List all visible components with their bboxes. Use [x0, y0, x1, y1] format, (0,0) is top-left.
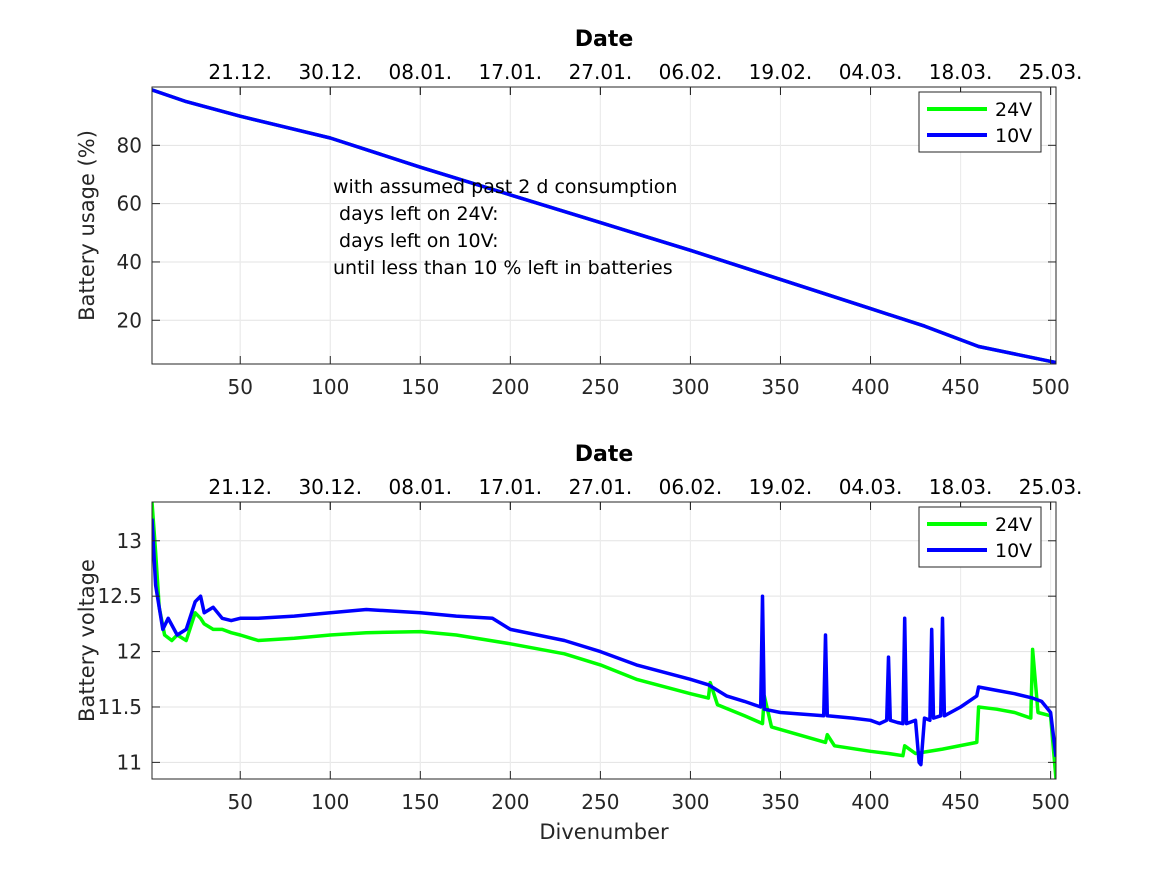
top-tick-label: 08.01.: [389, 475, 453, 499]
top-tick-label: 21.12.: [208, 475, 272, 499]
y-axis-label: Battery voltage: [75, 559, 99, 722]
x-tick-label: 150: [401, 375, 439, 399]
chart-battery-voltage: 50 100 150 200 250 300 350 400 450 500 21.12. 30.12…: [75, 442, 1082, 844]
annotation-text: with assumed past 2 d consumption days l…: [333, 176, 677, 279]
y-tick-label: 40: [117, 250, 142, 274]
x-tick-label: 150: [401, 790, 439, 814]
top-tick-label: 17.01.: [479, 475, 543, 499]
top-tick-label: 21.12.: [208, 60, 272, 84]
top-tick-label: 04.03.: [839, 60, 903, 84]
x-tick-label: 400: [851, 375, 889, 399]
x-tick-label: 200: [491, 375, 529, 399]
x-tick-label: 250: [581, 375, 619, 399]
series-line-24V: [152, 502, 1056, 779]
legend-label: 24V: [995, 99, 1032, 121]
legend-box: [918, 91, 1042, 153]
annotation-line: days left on 10V:: [333, 230, 498, 252]
x-tick-label: 200: [491, 790, 529, 814]
legend-label: 10V: [995, 125, 1032, 147]
top-tick-label: 25.03.: [1019, 60, 1083, 84]
legend-label: 10V: [995, 540, 1032, 562]
legend-label: 24V: [995, 514, 1032, 536]
x-tick-label: 100: [311, 375, 349, 399]
top-tick-label: 04.03.: [839, 475, 903, 499]
top-tick-label: 19.02.: [749, 475, 813, 499]
top-tick-label: 25.03.: [1019, 475, 1083, 499]
y-tick-label: 20: [117, 308, 142, 332]
y-tick-label: 13: [117, 529, 142, 553]
top-tick-label: 06.02.: [659, 60, 723, 84]
y-tick-label: 12.5: [97, 584, 142, 608]
series-line-10V: [152, 518, 1056, 767]
axes-frame: [151, 86, 1057, 365]
annotation-line: until less than 10 % left in batteries: [333, 257, 673, 279]
x-tick-label: 500: [1032, 375, 1070, 399]
axes-frame: [151, 501, 1057, 780]
chart-title: Date: [575, 27, 634, 52]
top-tick-label: 27.01.: [569, 60, 633, 84]
x-tick-label: 250: [581, 790, 619, 814]
x-tick-label: 300: [671, 375, 709, 399]
x-tick-label: 300: [671, 790, 709, 814]
top-tick-label: 27.01.: [569, 475, 633, 499]
x-axis-label: Divenumber: [539, 820, 669, 844]
y-tick-label: 11: [117, 750, 142, 774]
y-tick-label: 12: [117, 640, 142, 664]
y-tick-label: 80: [117, 133, 142, 157]
y-tick-label: 60: [117, 192, 142, 216]
series-group: [152, 88, 1056, 364]
series-line-10V: [152, 88, 1056, 364]
chart-battery-usage: 50 100 150 200 250 300 350 400 450 500 21.12. 30.12…: [75, 27, 1082, 399]
x-tick-label: 50: [228, 790, 253, 814]
x-tick-label: 450: [941, 790, 979, 814]
annotation-line: with assumed past 2 d consumption: [333, 176, 677, 198]
top-tick-label: 30.12.: [298, 60, 362, 84]
y-axis-label: Battery usage (%): [75, 130, 99, 321]
top-tick-label: 30.12.: [298, 475, 362, 499]
top-tick-label: 18.03.: [929, 60, 993, 84]
chart-title: Date: [575, 442, 634, 467]
x-tick-label: 100: [311, 790, 349, 814]
top-tick-label: 06.02.: [659, 475, 723, 499]
x-tick-label: 350: [761, 375, 799, 399]
x-tick-label: 400: [851, 790, 889, 814]
x-tick-label: 450: [941, 375, 979, 399]
annotation-line: days left on 24V:: [333, 203, 498, 225]
top-tick-label: 19.02.: [749, 60, 813, 84]
series-group: [152, 502, 1056, 779]
x-tick-label: 350: [761, 790, 799, 814]
x-tick-label: 50: [228, 375, 253, 399]
top-tick-label: 18.03.: [929, 475, 993, 499]
top-tick-label: 08.01.: [389, 60, 453, 84]
top-tick-label: 17.01.: [479, 60, 543, 84]
x-tick-label: 500: [1032, 790, 1070, 814]
legend-box: [918, 506, 1042, 568]
y-tick-label: 11.5: [97, 695, 142, 719]
